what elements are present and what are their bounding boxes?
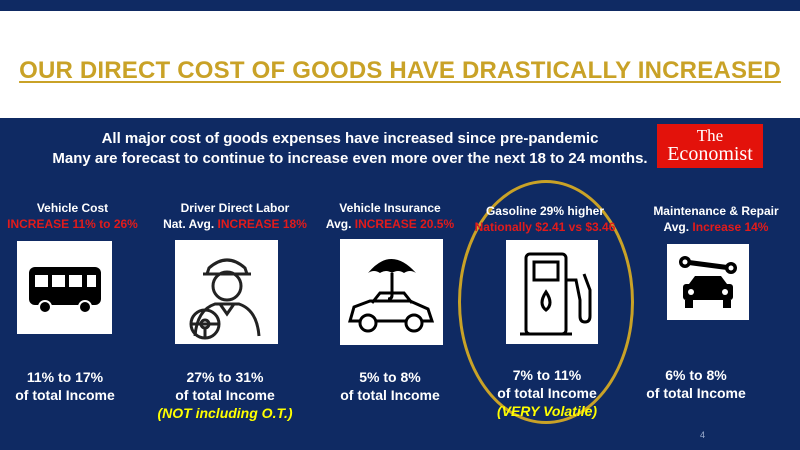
driver-labor-label: Driver Direct Labor Nat. Avg. INCREASE 1… bbox=[150, 200, 320, 232]
vehicle-cost-increase: INCREASE 11% to 26% bbox=[7, 217, 138, 231]
vehicle-cost-stat-caption: of total Income bbox=[15, 387, 115, 403]
fuel-pump-icon bbox=[506, 240, 598, 344]
gasoline-increase: Nationally $2.41 vs $3.46 bbox=[474, 220, 616, 234]
highlight-oval bbox=[458, 180, 634, 424]
page-number: 4 bbox=[700, 430, 706, 440]
intro-line-1: All major cost of goods expenses have in… bbox=[101, 130, 599, 147]
maintenance-stat-range: 6% to 8% bbox=[665, 367, 727, 383]
car-wrench-icon bbox=[667, 244, 749, 320]
maintenance-label: Maintenance & Repair Avg. Increase 14% bbox=[636, 203, 796, 235]
car-umbrella-icon bbox=[340, 239, 443, 345]
slide-title: OUR DIRECT COST OF GOODS HAVE DRASTICALL… bbox=[19, 57, 781, 84]
driver-labor-stat-caption: of total Income bbox=[175, 387, 275, 403]
maintenance-stat: 6% to 8% of total Income bbox=[636, 366, 756, 402]
title-banner bbox=[0, 11, 800, 118]
intro-line-2: Many are forecast to continue to increas… bbox=[52, 150, 648, 167]
gasoline-label: Gasoline 29% higher Nationally $2.41 vs … bbox=[470, 203, 620, 235]
vehicle-insurance-increase: INCREASE 20.5% bbox=[354, 217, 455, 231]
vehicle-insurance-label: Vehicle Insurance Avg. INCREASE 20.5% bbox=[315, 200, 465, 232]
top-strip bbox=[0, 0, 800, 11]
economist-logo: The Economist bbox=[657, 124, 763, 168]
vehicle-insurance-stat-range: 5% to 8% bbox=[359, 369, 421, 385]
vehicle-insurance-prefix: Avg. bbox=[325, 217, 355, 231]
maintenance-title: Maintenance & Repair bbox=[653, 204, 779, 218]
gasoline-title: Gasoline 29% higher bbox=[485, 204, 605, 218]
bus-icon bbox=[17, 241, 112, 334]
gasoline-stat-caption: of total Income bbox=[497, 385, 597, 401]
driver-icon bbox=[175, 240, 278, 344]
driver-labor-note: (NOT including O.T.) bbox=[157, 405, 293, 421]
driver-labor-increase: INCREASE 18% bbox=[217, 217, 307, 231]
driver-labor-stat-range: 27% to 31% bbox=[186, 369, 264, 385]
economist-logo-line-2: Economist bbox=[667, 143, 753, 165]
driver-labor-prefix: Nat. Avg. bbox=[163, 217, 218, 231]
gasoline-note: (VERY Volatile) bbox=[496, 403, 598, 419]
economist-logo-line-1: The bbox=[696, 126, 724, 145]
maintenance-prefix: Avg. bbox=[663, 220, 693, 234]
vehicle-insurance-title: Vehicle Insurance bbox=[339, 201, 441, 215]
vehicle-insurance-stat: 5% to 8% of total Income bbox=[325, 368, 455, 404]
maintenance-stat-caption: of total Income bbox=[646, 385, 746, 401]
vehicle-cost-title: Vehicle Cost bbox=[36, 201, 109, 215]
vehicle-cost-label: Vehicle Cost INCREASE 11% to 26% bbox=[0, 200, 145, 232]
vehicle-cost-stat-range: 11% to 17% bbox=[26, 369, 104, 385]
gasoline-stat-range: 7% to 11% bbox=[512, 367, 582, 383]
intro-text: All major cost of goods expenses have in… bbox=[40, 129, 660, 169]
driver-labor-title: Driver Direct Labor bbox=[180, 201, 290, 215]
gasoline-stat: 7% to 11% of total Income (VERY Volatile… bbox=[472, 366, 622, 420]
vehicle-cost-stat: 11% to 17% of total Income bbox=[0, 368, 130, 404]
vehicle-insurance-stat-caption: of total Income bbox=[340, 387, 440, 403]
driver-labor-stat: 27% to 31% of total Income (NOT includin… bbox=[150, 368, 300, 422]
maintenance-increase: Increase 14% bbox=[692, 220, 769, 234]
